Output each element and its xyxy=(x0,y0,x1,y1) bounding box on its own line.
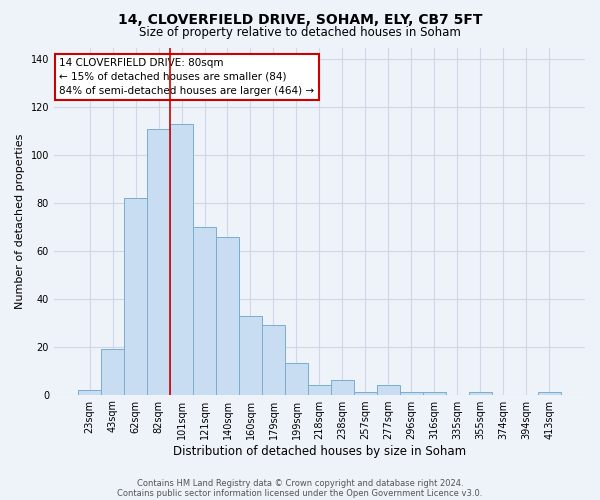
Bar xyxy=(354,392,377,394)
Text: Contains HM Land Registry data © Crown copyright and database right 2024.: Contains HM Land Registry data © Crown c… xyxy=(137,478,463,488)
Bar xyxy=(78,390,101,394)
Bar xyxy=(400,392,423,394)
Y-axis label: Number of detached properties: Number of detached properties xyxy=(15,134,25,308)
Bar xyxy=(101,349,124,395)
X-axis label: Distribution of detached houses by size in Soham: Distribution of detached houses by size … xyxy=(173,444,466,458)
Bar xyxy=(377,385,400,394)
Bar xyxy=(423,392,446,394)
Bar xyxy=(170,124,193,394)
Bar xyxy=(469,392,492,394)
Bar xyxy=(147,129,170,394)
Bar xyxy=(216,236,239,394)
Text: 14 CLOVERFIELD DRIVE: 80sqm
← 15% of detached houses are smaller (84)
84% of sem: 14 CLOVERFIELD DRIVE: 80sqm ← 15% of det… xyxy=(59,58,314,96)
Bar xyxy=(193,227,216,394)
Bar xyxy=(239,316,262,394)
Bar xyxy=(538,392,561,394)
Text: Contains public sector information licensed under the Open Government Licence v3: Contains public sector information licen… xyxy=(118,488,482,498)
Bar xyxy=(285,364,308,394)
Bar xyxy=(331,380,354,394)
Bar xyxy=(308,385,331,394)
Text: Size of property relative to detached houses in Soham: Size of property relative to detached ho… xyxy=(139,26,461,39)
Bar xyxy=(124,198,147,394)
Text: 14, CLOVERFIELD DRIVE, SOHAM, ELY, CB7 5FT: 14, CLOVERFIELD DRIVE, SOHAM, ELY, CB7 5… xyxy=(118,12,482,26)
Bar xyxy=(262,325,285,394)
